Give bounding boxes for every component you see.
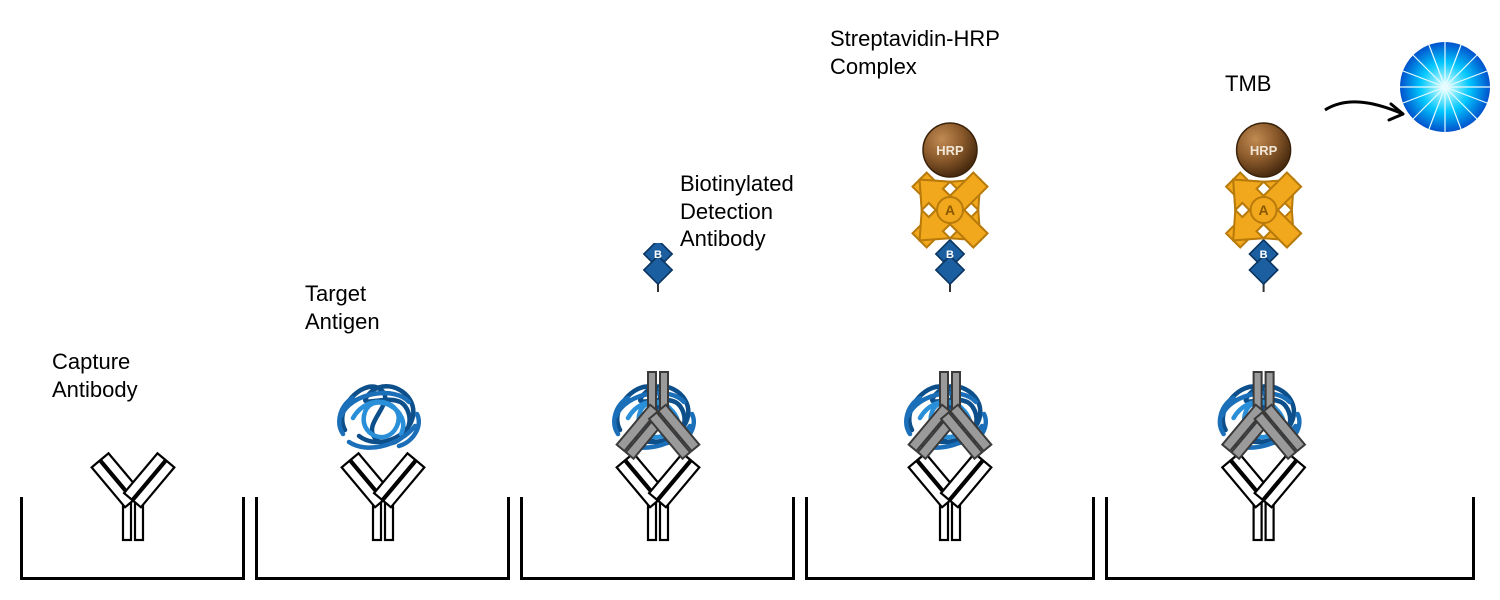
panel-label-4: Streptavidin-HRP Complex	[830, 25, 1000, 80]
panel-4	[805, 20, 1095, 580]
panel-label-2: Target Antigen	[305, 280, 380, 335]
panel-5	[1105, 20, 1475, 580]
component-stack	[23, 450, 243, 565]
component-stack	[548, 243, 768, 565]
panel-1	[20, 20, 245, 580]
panel-label-1: Capture Antibody	[52, 348, 138, 403]
panel-label-5: TMB	[1225, 70, 1271, 98]
component-stack	[840, 117, 1060, 565]
panel-3	[520, 20, 795, 580]
component-stack	[273, 372, 493, 565]
panel-label-3: Biotinylated Detection Antibody	[680, 170, 794, 253]
panel-2	[255, 20, 510, 580]
tmb-burst	[1305, 32, 1500, 192]
